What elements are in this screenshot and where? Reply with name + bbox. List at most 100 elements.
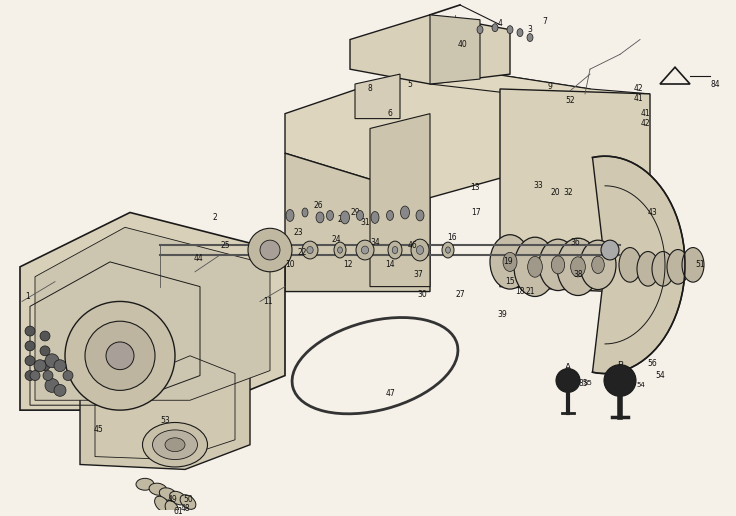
Text: 39: 39 — [497, 310, 507, 319]
Ellipse shape — [592, 256, 604, 273]
Ellipse shape — [507, 26, 513, 34]
Text: 29: 29 — [350, 208, 360, 217]
Text: 3: 3 — [528, 25, 532, 34]
Text: 54: 54 — [655, 371, 665, 380]
Text: 22: 22 — [297, 248, 307, 256]
Ellipse shape — [341, 211, 350, 224]
Text: 16: 16 — [447, 233, 457, 241]
Text: 43: 43 — [647, 208, 657, 217]
Ellipse shape — [492, 24, 498, 31]
Ellipse shape — [361, 246, 369, 254]
Ellipse shape — [286, 209, 294, 221]
Text: 9: 9 — [548, 83, 553, 91]
Polygon shape — [285, 64, 590, 198]
Circle shape — [34, 360, 46, 372]
Text: 19: 19 — [503, 257, 513, 266]
Text: 42: 42 — [640, 119, 650, 128]
Text: 26: 26 — [314, 201, 323, 210]
Text: 41: 41 — [640, 109, 650, 118]
Ellipse shape — [445, 247, 450, 253]
Text: 38: 38 — [573, 270, 583, 279]
Ellipse shape — [637, 251, 659, 286]
Text: A: A — [565, 363, 571, 372]
Circle shape — [40, 361, 50, 370]
Ellipse shape — [180, 495, 196, 509]
Text: 21: 21 — [526, 287, 535, 296]
Text: 12: 12 — [343, 261, 353, 269]
Circle shape — [65, 301, 175, 410]
Text: 23: 23 — [293, 228, 302, 237]
Text: 47: 47 — [385, 389, 395, 398]
Text: 46: 46 — [407, 240, 417, 250]
Polygon shape — [350, 15, 510, 84]
Ellipse shape — [477, 26, 483, 34]
Ellipse shape — [490, 235, 530, 289]
Text: 20: 20 — [551, 188, 560, 197]
Text: 17: 17 — [471, 208, 481, 217]
Text: 36: 36 — [570, 238, 580, 247]
Polygon shape — [592, 156, 685, 374]
Ellipse shape — [416, 210, 424, 221]
Circle shape — [63, 370, 73, 380]
Ellipse shape — [442, 242, 454, 258]
Ellipse shape — [356, 240, 374, 260]
Text: 1: 1 — [26, 292, 30, 301]
Circle shape — [45, 379, 59, 392]
Text: 54: 54 — [636, 382, 645, 389]
Text: 15: 15 — [505, 277, 514, 286]
Text: 37: 37 — [413, 270, 423, 279]
Circle shape — [604, 365, 636, 396]
Polygon shape — [430, 64, 650, 104]
Text: 56: 56 — [647, 359, 657, 368]
Ellipse shape — [528, 256, 542, 277]
Circle shape — [54, 384, 66, 396]
Text: 49: 49 — [167, 495, 177, 504]
Circle shape — [40, 331, 50, 341]
Ellipse shape — [386, 211, 394, 220]
Ellipse shape — [517, 29, 523, 37]
Ellipse shape — [371, 212, 379, 223]
Text: 7: 7 — [542, 17, 548, 26]
Polygon shape — [20, 213, 285, 410]
Polygon shape — [355, 74, 400, 119]
Ellipse shape — [388, 241, 402, 259]
Circle shape — [260, 240, 280, 260]
Text: 33: 33 — [533, 181, 543, 190]
Circle shape — [25, 356, 35, 366]
Polygon shape — [285, 153, 430, 292]
Text: 24: 24 — [331, 235, 341, 244]
Circle shape — [248, 228, 292, 272]
Circle shape — [43, 370, 53, 380]
Polygon shape — [370, 114, 430, 286]
Ellipse shape — [159, 488, 177, 501]
Ellipse shape — [334, 242, 346, 258]
Text: 84: 84 — [710, 79, 720, 89]
Text: 53: 53 — [160, 415, 170, 425]
Text: 6: 6 — [388, 109, 392, 118]
Text: 85: 85 — [578, 379, 588, 388]
Circle shape — [45, 354, 59, 367]
Ellipse shape — [170, 491, 186, 505]
Text: 41: 41 — [633, 94, 643, 103]
Text: 45: 45 — [93, 425, 103, 434]
Ellipse shape — [682, 248, 704, 282]
Text: 85: 85 — [583, 380, 592, 386]
Text: 14: 14 — [385, 261, 394, 269]
Text: 30: 30 — [417, 290, 427, 299]
Ellipse shape — [514, 237, 556, 297]
Text: 34: 34 — [370, 238, 380, 247]
Ellipse shape — [155, 496, 169, 512]
Circle shape — [25, 326, 35, 336]
Polygon shape — [80, 346, 250, 470]
Text: 25: 25 — [220, 240, 230, 250]
Circle shape — [106, 342, 134, 369]
Circle shape — [25, 370, 35, 380]
Text: 50: 50 — [183, 495, 193, 504]
Ellipse shape — [302, 208, 308, 217]
Circle shape — [40, 346, 50, 356]
Ellipse shape — [149, 483, 167, 495]
Ellipse shape — [527, 34, 533, 41]
Ellipse shape — [356, 211, 364, 220]
Ellipse shape — [302, 241, 318, 259]
Ellipse shape — [539, 239, 577, 291]
